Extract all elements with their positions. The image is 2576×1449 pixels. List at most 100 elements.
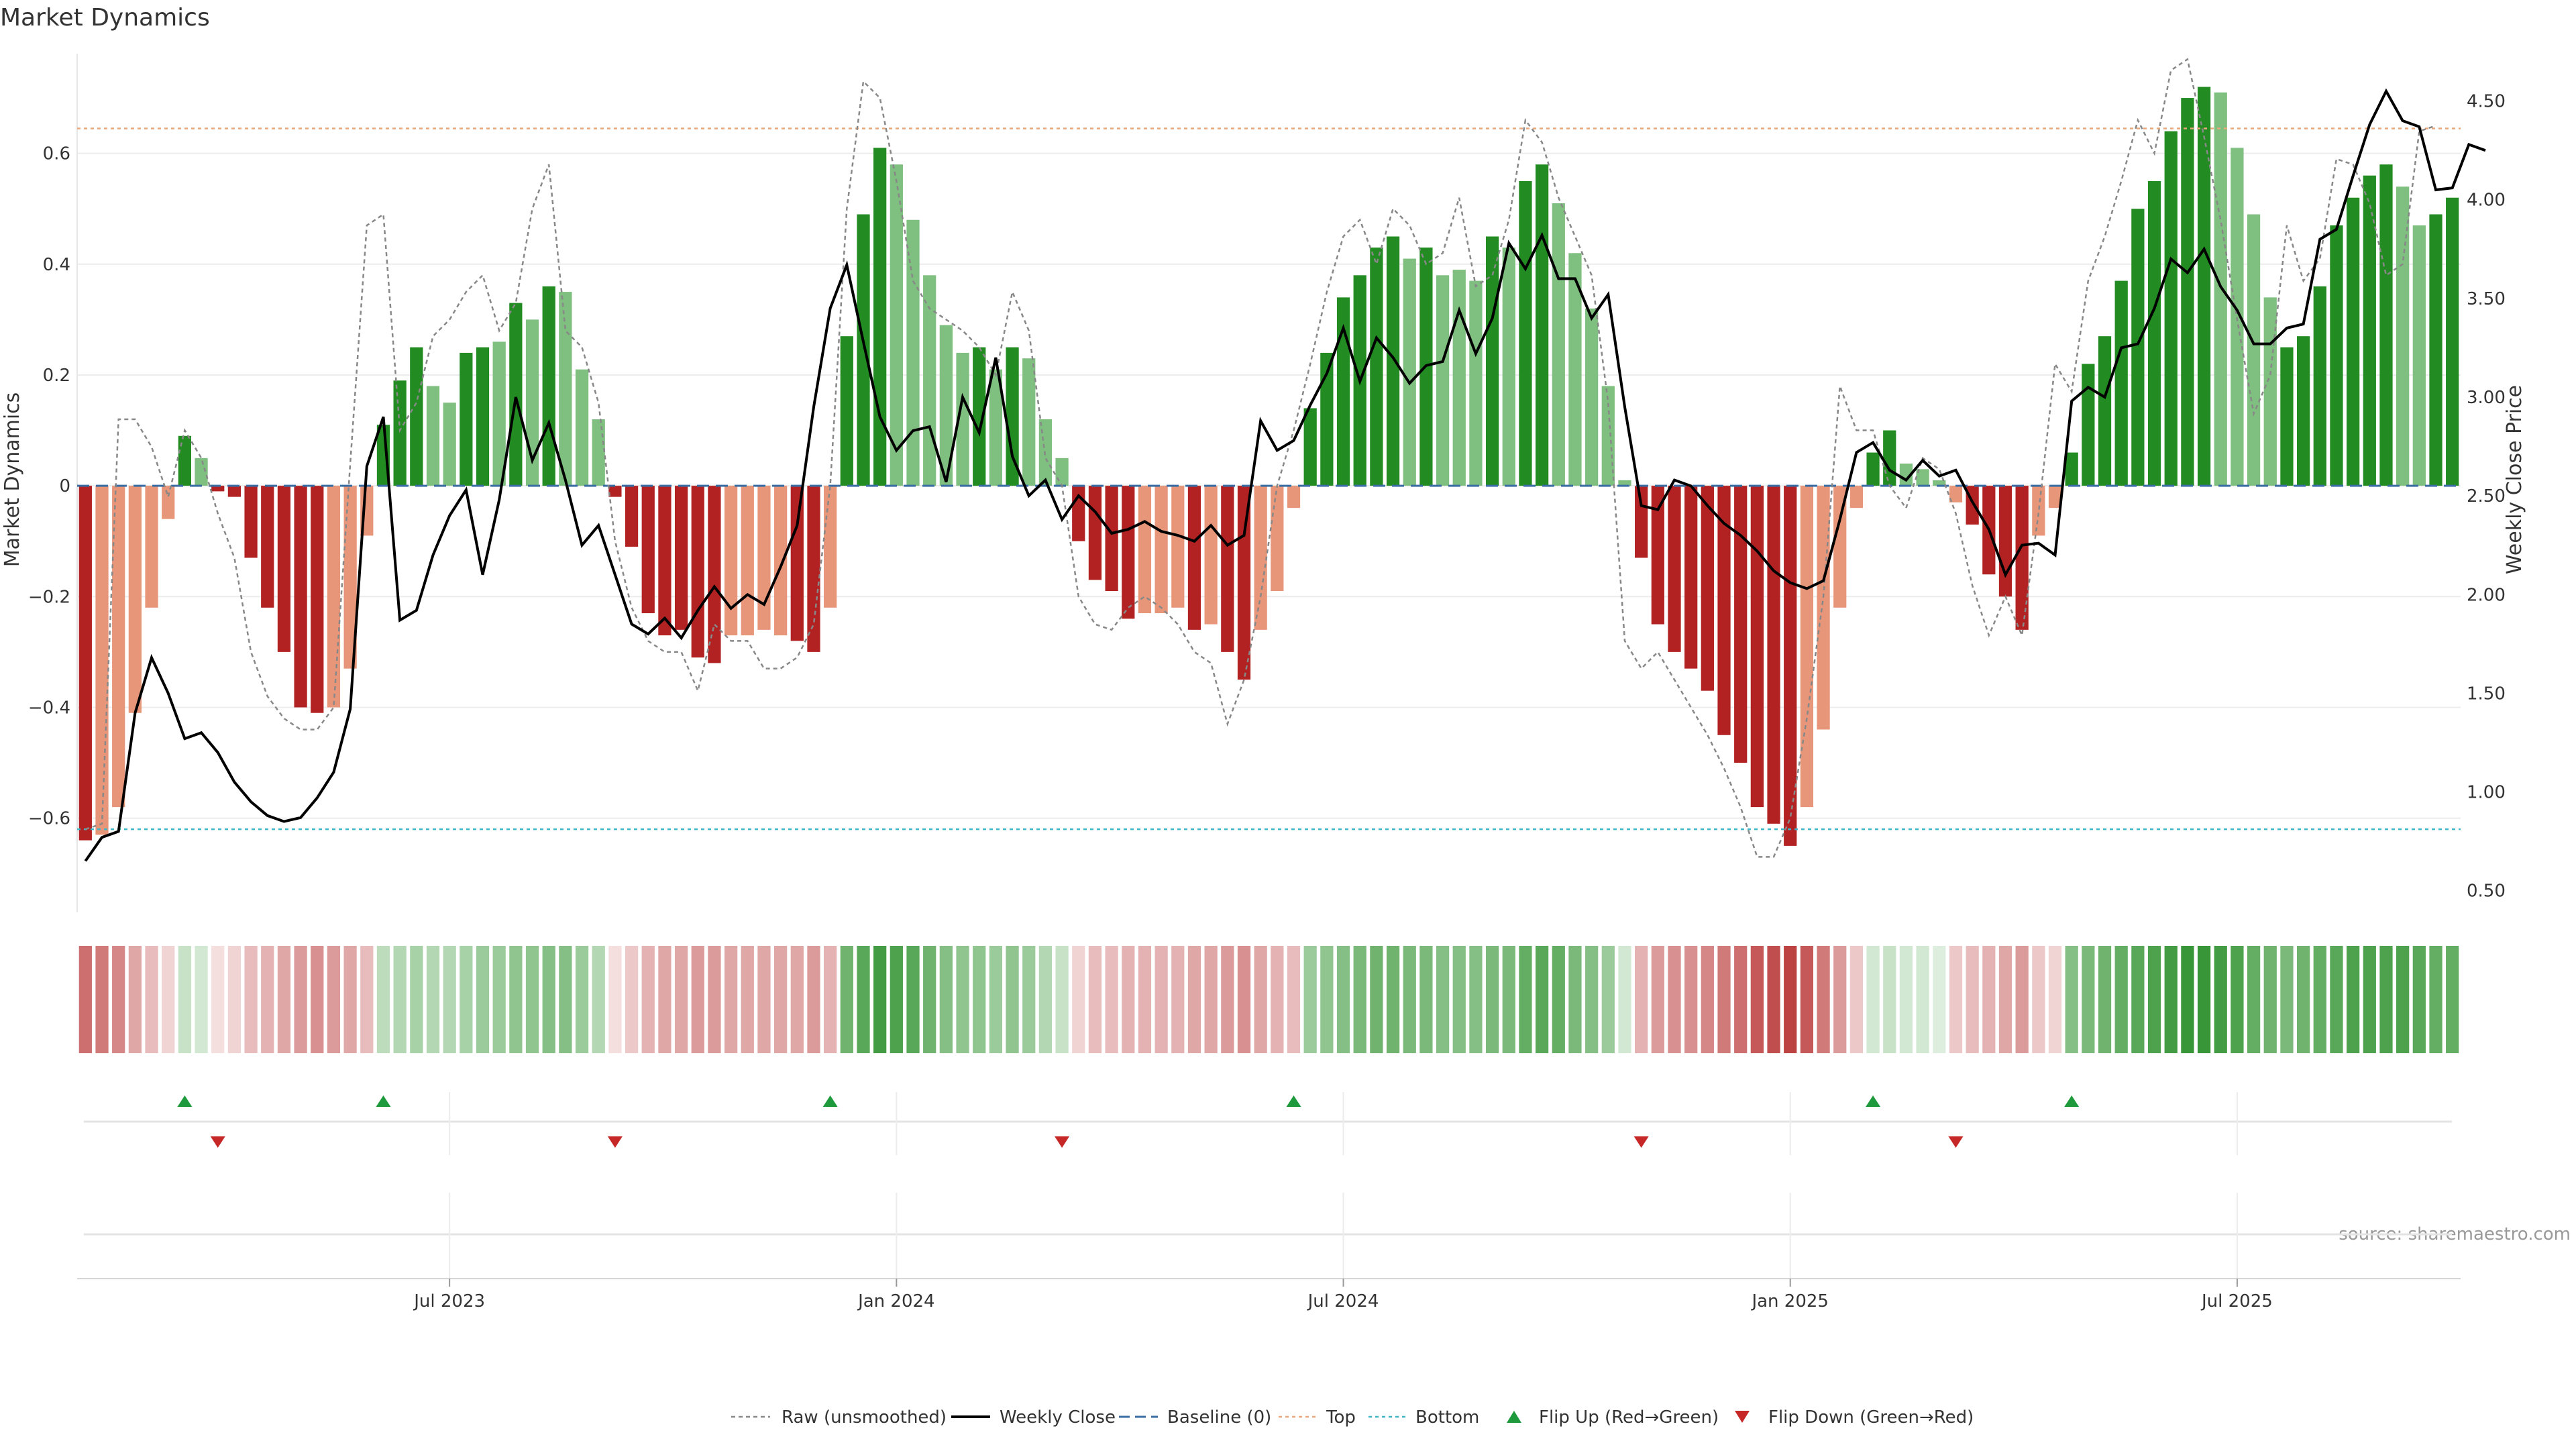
bar — [1088, 486, 1102, 580]
ref-lines-layer — [77, 127, 2461, 830]
bar — [2379, 164, 2393, 486]
y-left-tick-label: 0.4 — [43, 255, 70, 275]
heat-strip-cell — [1122, 946, 1135, 1053]
y-right-tick-label: 2.50 — [2467, 486, 2506, 506]
bar — [227, 486, 241, 497]
bar — [1916, 469, 1929, 486]
bar — [1271, 486, 1284, 592]
bar — [559, 292, 572, 486]
heat-strip-cell — [1535, 946, 1549, 1053]
bar — [1287, 486, 1301, 508]
heat-strip-cell — [1022, 946, 1036, 1053]
heat-strip-cell — [575, 946, 589, 1053]
heat-strip-cell — [376, 946, 390, 1053]
bar — [112, 486, 125, 808]
bar — [1750, 486, 1764, 808]
bar — [509, 303, 523, 486]
bar — [2330, 225, 2343, 486]
heat-strip-cell — [1800, 946, 1814, 1053]
bar — [1254, 486, 1267, 630]
heat-strip-cell — [2181, 946, 2194, 1053]
bar — [410, 347, 423, 486]
flip-up-marker — [1286, 1095, 1301, 1107]
heat-strip-cell — [840, 946, 853, 1053]
heat-strip-cell — [1353, 946, 1366, 1053]
heat-strip-cell — [724, 946, 738, 1053]
heat-strip-cell — [360, 946, 374, 1053]
heat-strip-cell — [2164, 946, 2178, 1053]
heat-strip-cell — [1370, 946, 1383, 1053]
bar — [2048, 486, 2062, 508]
bar — [2296, 336, 2310, 486]
heat-strip-cell — [509, 946, 523, 1053]
bar — [261, 486, 274, 608]
y-right-tick-label: 0.50 — [2467, 881, 2506, 902]
heat-strip-cell — [426, 946, 440, 1053]
bar — [724, 486, 738, 636]
heat-strip-cell — [857, 946, 870, 1053]
heat-strip-cell — [1767, 946, 1780, 1053]
bar — [575, 369, 589, 486]
flip-up-marker — [376, 1095, 391, 1107]
bar — [691, 486, 704, 658]
heat-strip — [78, 946, 2459, 1053]
bar — [1022, 358, 1036, 486]
heat-strip-cell — [2214, 946, 2227, 1053]
heat-strip-cell — [112, 946, 125, 1053]
bar — [2412, 225, 2426, 486]
bar — [1171, 486, 1185, 608]
bar — [741, 486, 754, 636]
bar — [2015, 486, 2029, 630]
heat-strip-cell — [2197, 946, 2211, 1053]
heat-strip-cell — [1684, 946, 1698, 1053]
bar — [2214, 92, 2227, 486]
heat-strip-cell — [757, 946, 771, 1053]
bar — [78, 486, 92, 841]
bar — [1122, 486, 1135, 619]
weekly-close-line — [84, 88, 2486, 862]
bar — [939, 325, 953, 486]
bar — [426, 386, 440, 486]
heat-strip-cell — [873, 946, 887, 1053]
y-left-tick-label: −0.6 — [28, 809, 70, 829]
heat-strip-cell — [542, 946, 555, 1053]
heat-strip-cell — [1055, 946, 1069, 1053]
bar — [906, 219, 920, 486]
heat-strip-cell — [2147, 946, 2161, 1053]
heat-strip-cell — [1601, 946, 1615, 1053]
lines-layer — [84, 58, 2486, 862]
bar — [311, 486, 324, 713]
bar — [1899, 464, 1913, 486]
heat-strip-cell — [1668, 946, 1681, 1053]
bar — [1767, 486, 1780, 824]
legend-label: Weekly Close — [1000, 1407, 1116, 1428]
bar — [774, 486, 788, 636]
heat-strip-cell — [1899, 946, 1913, 1053]
heat-strip-cell — [1204, 946, 1218, 1053]
heat-strip-cell — [261, 946, 274, 1053]
heat-strip-cell — [1966, 946, 1979, 1053]
heat-strip-cell — [989, 946, 1003, 1053]
y-right-tick-label: 2.00 — [2467, 585, 2506, 605]
bar — [1452, 270, 1466, 486]
flip-down-marker — [1633, 1136, 1649, 1148]
heat-strip-cell — [1452, 946, 1466, 1053]
legend-label: Flip Down (Green→Red) — [1768, 1407, 1974, 1428]
heat-strip-cell — [1784, 946, 1797, 1053]
bar — [1303, 408, 1317, 486]
bar — [1651, 486, 1664, 625]
x-axis: Jul 2023 Jan 2024 Jul 2024 Jan 2025 Jul 2025 — [77, 1278, 2461, 1311]
y-right-tick-label: 4.00 — [2467, 191, 2506, 211]
bar — [923, 275, 936, 486]
bar — [1568, 253, 1582, 486]
heat-strip-cell — [95, 946, 109, 1053]
heat-strip-cell — [78, 946, 92, 1053]
bar — [890, 164, 903, 486]
heat-strip-cell — [1701, 946, 1714, 1053]
bar — [1601, 386, 1615, 486]
heat-strip-cell — [1750, 946, 1764, 1053]
bar — [1635, 486, 1648, 558]
bar — [873, 148, 887, 486]
heat-strip-cell — [1717, 946, 1731, 1053]
